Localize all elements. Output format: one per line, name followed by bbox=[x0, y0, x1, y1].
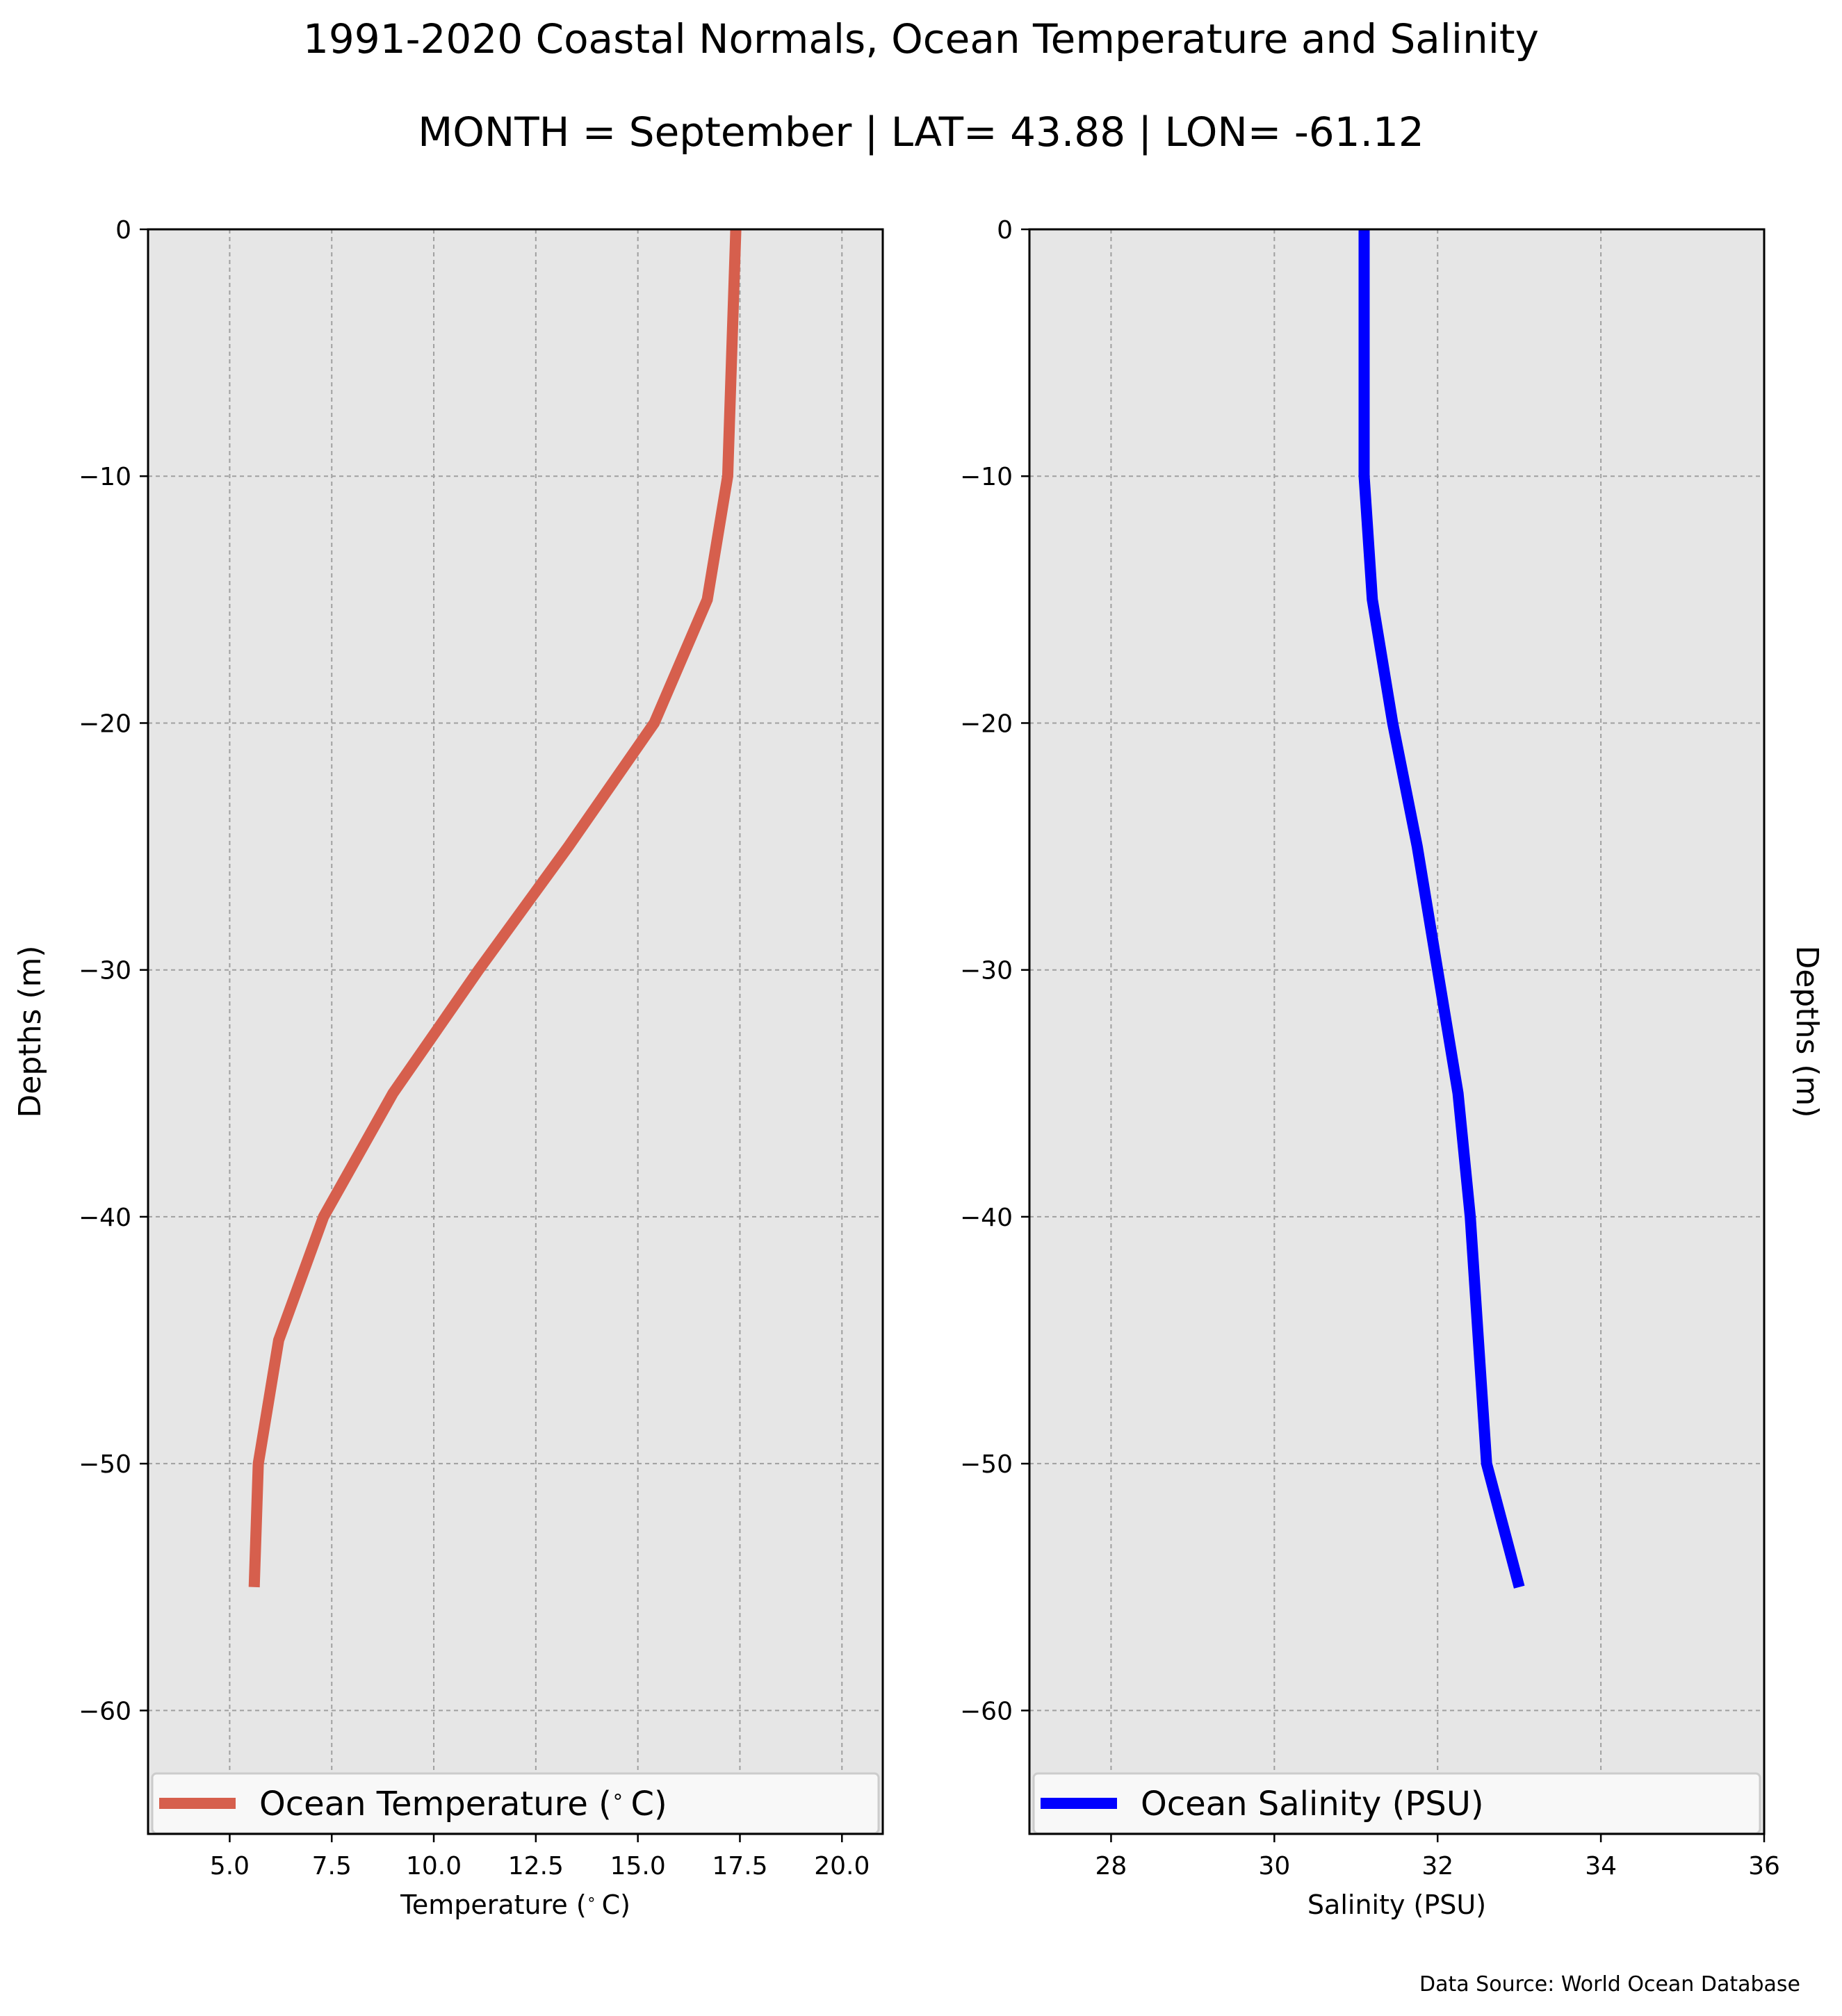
salinity-axes-frame bbox=[1028, 228, 1766, 1835]
salinity-y-tick-label: −40 bbox=[960, 1204, 1013, 1232]
salinity-x-tick-label: 34 bbox=[1585, 1852, 1617, 1880]
temperature-x-tick-label: 12.5 bbox=[508, 1852, 564, 1880]
temperature-legend-label: Ocean Temperature (∘ C) bbox=[259, 1785, 667, 1824]
chart-subtitle: MONTH = September | LAT= 43.88 | LON= -6… bbox=[418, 108, 1424, 156]
data-source-note: Data Source: World Ocean Database bbox=[1419, 1972, 1800, 1997]
temperature-y-tick-label: −50 bbox=[79, 1450, 131, 1479]
salinity-y-tick-label: 0 bbox=[997, 216, 1013, 245]
salinity-x-axis-label: Salinity (PSU) bbox=[1307, 1890, 1486, 1920]
temperature-x-tick-label: 5.0 bbox=[210, 1852, 250, 1880]
temperature-panel: Ocean Temperature (∘ C) 5.0 7.5 10.0 12.5 15.… bbox=[13, 216, 884, 1920]
salinity-y-tick-label: −20 bbox=[960, 710, 1013, 738]
chart-title: 1991-2020 Coastal Normals, Ocean Tempera… bbox=[303, 15, 1539, 63]
salinity-y-tick-label: −60 bbox=[960, 1697, 1013, 1726]
salinity-x-tick-label: 32 bbox=[1421, 1852, 1453, 1880]
temperature-x-axis-label: Temperature (∘ C) bbox=[400, 1890, 630, 1920]
temperature-x-tick-label: 7.5 bbox=[312, 1852, 352, 1880]
salinity-x-tick-label: 28 bbox=[1095, 1852, 1127, 1880]
temperature-legend: Ocean Temperature (∘ C) bbox=[151, 1772, 880, 1835]
temperature-y-tick-label: −40 bbox=[79, 1204, 131, 1232]
salinity-y-tick-label: −30 bbox=[960, 957, 1013, 985]
temperature-plot-area bbox=[148, 229, 883, 1834]
temperature-x-tick-label: 20.0 bbox=[814, 1852, 870, 1880]
salinity-y-tick-label: −50 bbox=[960, 1450, 1013, 1479]
temperature-axes-frame bbox=[147, 228, 884, 1835]
temperature-x-tick-label: 17.5 bbox=[712, 1852, 767, 1880]
temperature-y-tick-label: −60 bbox=[79, 1697, 131, 1726]
salinity-legend: Ocean Salinity (PSU) bbox=[1032, 1772, 1761, 1835]
salinity-plot-area bbox=[1029, 229, 1764, 1834]
temperature-y-tick-label: −20 bbox=[79, 710, 131, 738]
salinity-x-tick-label: 30 bbox=[1258, 1852, 1290, 1880]
temperature-x-tick-label: 10.0 bbox=[406, 1852, 462, 1880]
salinity-y-axis-label: Depths (m) bbox=[1789, 945, 1825, 1117]
temperature-y-tick-label: −10 bbox=[79, 463, 131, 491]
temperature-y-tick-label: 0 bbox=[115, 216, 131, 245]
temperature-x-tick-label: 15.0 bbox=[610, 1852, 666, 1880]
salinity-y-tick-label: −10 bbox=[960, 463, 1013, 491]
temperature-y-tick-label: −30 bbox=[79, 957, 131, 985]
temperature-series-line bbox=[248, 229, 742, 1588]
temperature-y-axis-label: Depths (m) bbox=[13, 945, 48, 1117]
salinity-series-line bbox=[1358, 229, 1525, 1589]
salinity-legend-label: Ocean Salinity (PSU) bbox=[1141, 1785, 1484, 1824]
salinity-x-tick-label: 36 bbox=[1748, 1852, 1780, 1880]
salinity-panel: Ocean Salinity (PSU) 28 30 32 34 36 0 −10 −20 −30… bbox=[960, 216, 1825, 1920]
